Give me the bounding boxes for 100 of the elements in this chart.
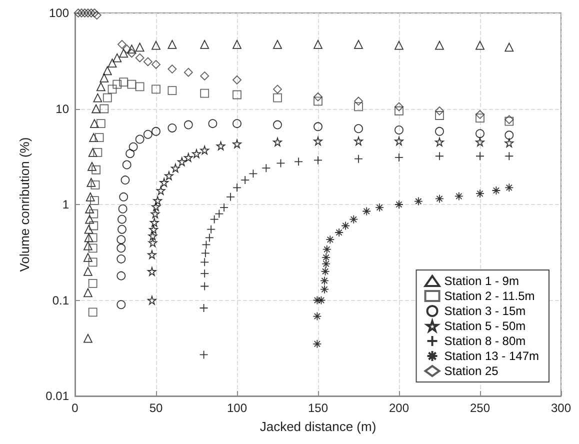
point [93, 93, 102, 102]
x-axis-title: Jacked distance (m) [260, 419, 376, 434]
point [476, 138, 484, 146]
point [314, 122, 322, 132]
point [273, 138, 282, 146]
point [84, 233, 94, 242]
point [118, 204, 128, 214]
point [128, 142, 138, 152]
point [232, 90, 242, 100]
point [435, 126, 444, 136]
point [88, 233, 98, 242]
point [476, 129, 484, 138]
point [354, 136, 363, 146]
point [135, 42, 144, 52]
point [143, 57, 152, 66]
point [127, 48, 136, 58]
point [326, 235, 335, 244]
point [90, 180, 100, 190]
point [148, 250, 156, 260]
legend-label: Station 1 - 9m [444, 274, 519, 288]
point [88, 308, 98, 317]
point [152, 84, 160, 94]
point [100, 104, 109, 114]
y-tick-label: 1 [62, 198, 70, 212]
point [118, 224, 126, 234]
point [84, 241, 92, 250]
point [349, 214, 358, 224]
point [170, 164, 180, 173]
y-tick-label: 0.01 [46, 389, 70, 403]
point [312, 339, 322, 348]
point [149, 224, 158, 234]
point [84, 266, 92, 276]
point [86, 192, 95, 202]
point [152, 126, 160, 136]
point [120, 176, 130, 185]
legend-label: Station 3 - 15m [444, 304, 526, 318]
point [504, 183, 514, 192]
point [135, 82, 144, 92]
point [320, 284, 329, 294]
point [435, 111, 444, 120]
point [127, 44, 136, 54]
point [92, 165, 101, 174]
point [118, 214, 126, 224]
point [127, 80, 136, 89]
legend-label: Station 2 - 11.5m [444, 289, 535, 303]
point [200, 72, 210, 80]
point [314, 40, 322, 49]
point [316, 296, 326, 305]
point [232, 119, 242, 128]
point [504, 138, 514, 148]
point [153, 196, 162, 205]
point [88, 278, 98, 288]
y-axis-title: Volume conribution (%) [17, 137, 32, 272]
point [84, 288, 92, 298]
point [86, 178, 96, 187]
point [414, 196, 423, 206]
point [135, 134, 144, 144]
point [85, 214, 94, 224]
point [216, 141, 226, 150]
x-tick-label: 50 [149, 401, 163, 415]
point [164, 171, 174, 180]
point [354, 124, 363, 134]
point [354, 40, 363, 49]
point [492, 186, 501, 195]
point [184, 68, 193, 77]
point [394, 102, 404, 112]
legend-label: Station 5 - 50m [444, 319, 526, 333]
point [112, 53, 122, 62]
point [93, 148, 102, 157]
point [150, 218, 159, 227]
point [208, 119, 218, 128]
point [200, 88, 210, 98]
point [394, 126, 404, 134]
y-tick-label: 0.1 [52, 293, 70, 308]
point [394, 106, 404, 116]
y-tick-label: 10 [56, 102, 70, 116]
point [160, 178, 169, 187]
point [177, 157, 186, 166]
point [476, 189, 484, 198]
point [168, 64, 177, 74]
point [122, 160, 132, 170]
point [504, 130, 514, 140]
point [86, 8, 96, 18]
point [168, 86, 177, 95]
point [96, 119, 106, 128]
point [108, 84, 117, 94]
point [90, 196, 99, 205]
point [232, 139, 242, 148]
point [100, 73, 109, 82]
point [476, 114, 484, 122]
x-tick-label: 0 [72, 401, 79, 415]
point [435, 40, 444, 50]
point [150, 209, 160, 218]
point [184, 120, 193, 130]
point [334, 228, 344, 237]
x-tick-label: 300 [550, 401, 572, 415]
point [89, 221, 98, 230]
point [116, 235, 126, 244]
x-tick-label: 200 [388, 401, 410, 415]
point [102, 66, 112, 76]
